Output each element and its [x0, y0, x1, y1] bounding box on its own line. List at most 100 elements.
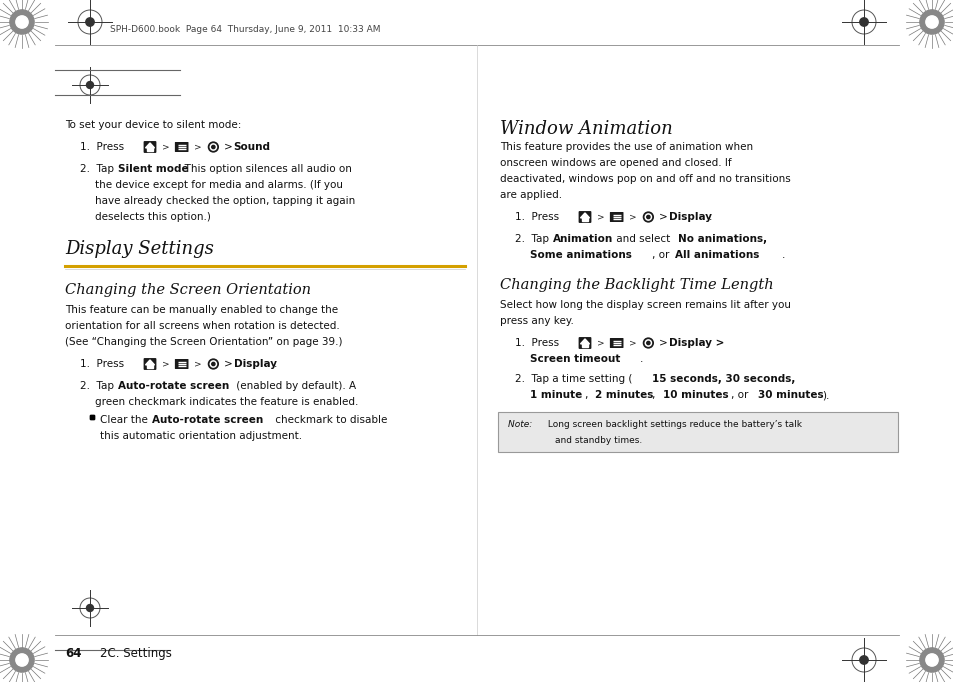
Text: Long screen backlight settings reduce the battery’s talk: Long screen backlight settings reduce th… [544, 420, 801, 429]
Text: .: . [267, 142, 270, 152]
Text: ,: , [651, 390, 658, 400]
Text: , or: , or [651, 250, 672, 260]
Circle shape [924, 654, 937, 666]
Text: have already checked the option, tapping it again: have already checked the option, tapping… [95, 196, 355, 206]
Text: 15 seconds, 30 seconds,: 15 seconds, 30 seconds, [651, 374, 795, 384]
Circle shape [10, 10, 34, 34]
Polygon shape [146, 360, 154, 365]
Text: Changing the Screen Orientation: Changing the Screen Orientation [65, 283, 311, 297]
Text: press any key.: press any key. [499, 316, 574, 326]
Text: This feature provides the use of animation when: This feature provides the use of animati… [499, 142, 752, 152]
Text: deselects this option.): deselects this option.) [95, 212, 211, 222]
FancyBboxPatch shape [578, 211, 591, 223]
Polygon shape [581, 342, 587, 347]
Text: >: > [597, 338, 604, 348]
Text: .: . [781, 250, 784, 260]
Text: 64: 64 [65, 647, 81, 660]
Circle shape [208, 359, 218, 369]
Circle shape [212, 362, 214, 366]
Text: >: > [658, 212, 670, 222]
Text: Auto-rotate screen: Auto-rotate screen [118, 381, 229, 391]
Circle shape [86, 18, 94, 26]
Text: 1.  Press: 1. Press [515, 212, 558, 222]
FancyBboxPatch shape [578, 337, 591, 349]
Text: 1 minute: 1 minute [530, 390, 581, 400]
Text: >: > [658, 338, 670, 348]
Circle shape [859, 656, 867, 664]
Text: No animations,: No animations, [678, 234, 766, 244]
Text: >: > [223, 142, 235, 152]
Text: 1.  Press: 1. Press [80, 359, 124, 369]
Polygon shape [579, 213, 589, 218]
Text: Clear the: Clear the [100, 415, 151, 425]
FancyBboxPatch shape [174, 142, 189, 152]
Text: >: > [193, 143, 201, 151]
Text: . This option silences all audio on: . This option silences all audio on [178, 164, 352, 174]
Text: 2.  Tap: 2. Tap [515, 234, 552, 244]
Text: Note:: Note: [507, 420, 535, 429]
Polygon shape [147, 364, 152, 368]
Text: All animations: All animations [675, 250, 759, 260]
Text: Animation: Animation [553, 234, 613, 244]
Text: 2C. Settings: 2C. Settings [100, 647, 172, 660]
Text: 2.  Tap a time setting (: 2. Tap a time setting ( [515, 374, 632, 384]
Text: checkmark to disable: checkmark to disable [272, 415, 387, 425]
Text: 30 minutes: 30 minutes [758, 390, 822, 400]
Polygon shape [581, 217, 587, 221]
Text: To set your device to silent mode:: To set your device to silent mode: [65, 120, 241, 130]
Text: the device except for media and alarms. (If you: the device except for media and alarms. … [95, 180, 343, 190]
Text: >: > [628, 213, 636, 222]
Text: , or: , or [730, 390, 751, 400]
Text: (See “Changing the Screen Orientation” on page 39.): (See “Changing the Screen Orientation” o… [65, 337, 342, 347]
Text: Some animations: Some animations [530, 250, 631, 260]
Text: >: > [162, 359, 170, 368]
Circle shape [87, 604, 93, 612]
Circle shape [210, 361, 216, 367]
Text: Display: Display [668, 212, 711, 222]
Text: Window Animation: Window Animation [499, 120, 672, 138]
Text: SPH-D600.book  Page 64  Thursday, June 9, 2011  10:33 AM: SPH-D600.book Page 64 Thursday, June 9, … [110, 25, 380, 34]
Circle shape [16, 16, 29, 28]
Circle shape [644, 340, 651, 346]
Text: >: > [597, 213, 604, 222]
Circle shape [10, 648, 34, 672]
Text: 1.  Press: 1. Press [80, 142, 124, 152]
Text: and standby times.: and standby times. [555, 436, 641, 445]
Text: 1.  Press: 1. Press [515, 338, 558, 348]
Text: >: > [223, 359, 235, 369]
Text: 2 minutes: 2 minutes [595, 390, 653, 400]
Text: (enabled by default). A: (enabled by default). A [233, 381, 355, 391]
Text: and select: and select [613, 234, 673, 244]
Text: orientation for all screens when rotation is detected.: orientation for all screens when rotatio… [65, 321, 339, 331]
Text: Display: Display [233, 359, 276, 369]
Polygon shape [146, 143, 154, 148]
Polygon shape [579, 339, 589, 344]
Text: ,: , [584, 390, 591, 400]
Text: are applied.: are applied. [499, 190, 561, 200]
Text: this automatic orientation adjustment.: this automatic orientation adjustment. [100, 431, 302, 441]
Text: Changing the Backlight Time Length: Changing the Backlight Time Length [499, 278, 773, 292]
FancyBboxPatch shape [609, 338, 623, 348]
FancyBboxPatch shape [174, 359, 189, 369]
Circle shape [924, 16, 937, 28]
Circle shape [87, 82, 93, 89]
Text: Silent mode: Silent mode [118, 164, 189, 174]
Text: 2.  Tap: 2. Tap [80, 164, 117, 174]
Text: .: . [639, 354, 642, 364]
Text: ).: ). [821, 390, 828, 400]
Circle shape [919, 10, 943, 34]
Polygon shape [147, 147, 152, 151]
Text: Select how long the display screen remains lit after you: Select how long the display screen remai… [499, 300, 790, 310]
Text: deactivated, windows pop on and off and no transitions: deactivated, windows pop on and off and … [499, 174, 790, 184]
Text: >: > [628, 338, 636, 348]
Text: onscreen windows are opened and closed. If: onscreen windows are opened and closed. … [499, 158, 731, 168]
Text: green checkmark indicates the feature is enabled.: green checkmark indicates the feature is… [95, 397, 358, 407]
Text: >: > [162, 143, 170, 151]
FancyBboxPatch shape [144, 141, 156, 153]
FancyBboxPatch shape [144, 358, 156, 370]
Circle shape [644, 214, 651, 220]
Circle shape [919, 648, 943, 672]
Circle shape [642, 212, 653, 222]
Text: 2.  Tap: 2. Tap [80, 381, 117, 391]
Text: This feature can be manually enabled to change the: This feature can be manually enabled to … [65, 305, 337, 315]
